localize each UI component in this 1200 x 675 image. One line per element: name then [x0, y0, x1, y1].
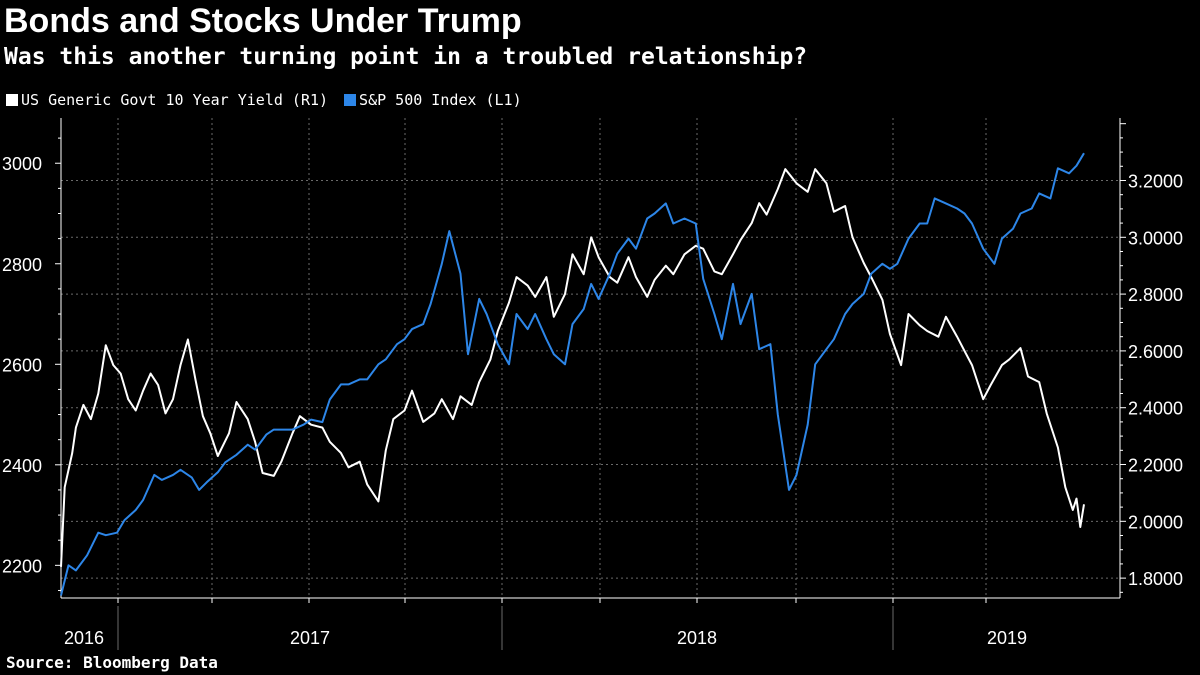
chart-legend: US Generic Govt 10 Year Yield (R1) S&P 5… [6, 91, 538, 109]
right-tick-label: 2.6000 [1128, 342, 1183, 362]
legend-swatch-spx [344, 94, 357, 106]
source-note: Source: Bloomberg Data [6, 653, 218, 672]
left-tick-label: 2600 [2, 355, 42, 375]
legend-item-spx: S&P 500 Index (L1) [344, 91, 522, 109]
spx-series-line [60, 152, 1085, 596]
left-tick-label: 2200 [2, 556, 42, 576]
chart-title: Bonds and Stocks Under Trump [4, 2, 522, 40]
legend-label-yield: US Generic Govt 10 Year Yield (R1) [21, 91, 329, 109]
right-tick-label: 3.0000 [1128, 228, 1183, 248]
legend-label-spx: S&P 500 Index (L1) [359, 91, 522, 109]
right-tick-label: 2.0000 [1128, 512, 1183, 532]
x-tick-label: 2017 [290, 628, 330, 648]
chart-subtitle: Was this another turning point in a trou… [4, 44, 808, 70]
right-tick-label: 2.4000 [1128, 399, 1183, 419]
left-tick-label: 2800 [2, 255, 42, 275]
legend-swatch-yield [6, 94, 18, 106]
axis-layer: 2200 2400 2600 2800 3000 1.8000 2.0000 2.2000 2.… [2, 118, 1183, 650]
left-tick-label: 2400 [2, 456, 42, 476]
right-tick-label: 2.2000 [1128, 456, 1183, 476]
x-tick-label: 2019 [987, 628, 1027, 648]
grid-layer [61, 118, 1120, 598]
left-tick-label: 3000 [2, 154, 42, 174]
x-tick-label: 2018 [677, 628, 717, 648]
series-layer [60, 152, 1085, 596]
legend-item-yield: US Generic Govt 10 Year Yield (R1) [6, 91, 328, 109]
right-tick-label: 2.8000 [1128, 285, 1183, 305]
x-tick-label: 2016 [64, 628, 104, 648]
right-tick-label: 3.2000 [1128, 171, 1183, 191]
right-tick-label: 1.8000 [1128, 569, 1183, 589]
yield-series-line [60, 168, 1085, 567]
